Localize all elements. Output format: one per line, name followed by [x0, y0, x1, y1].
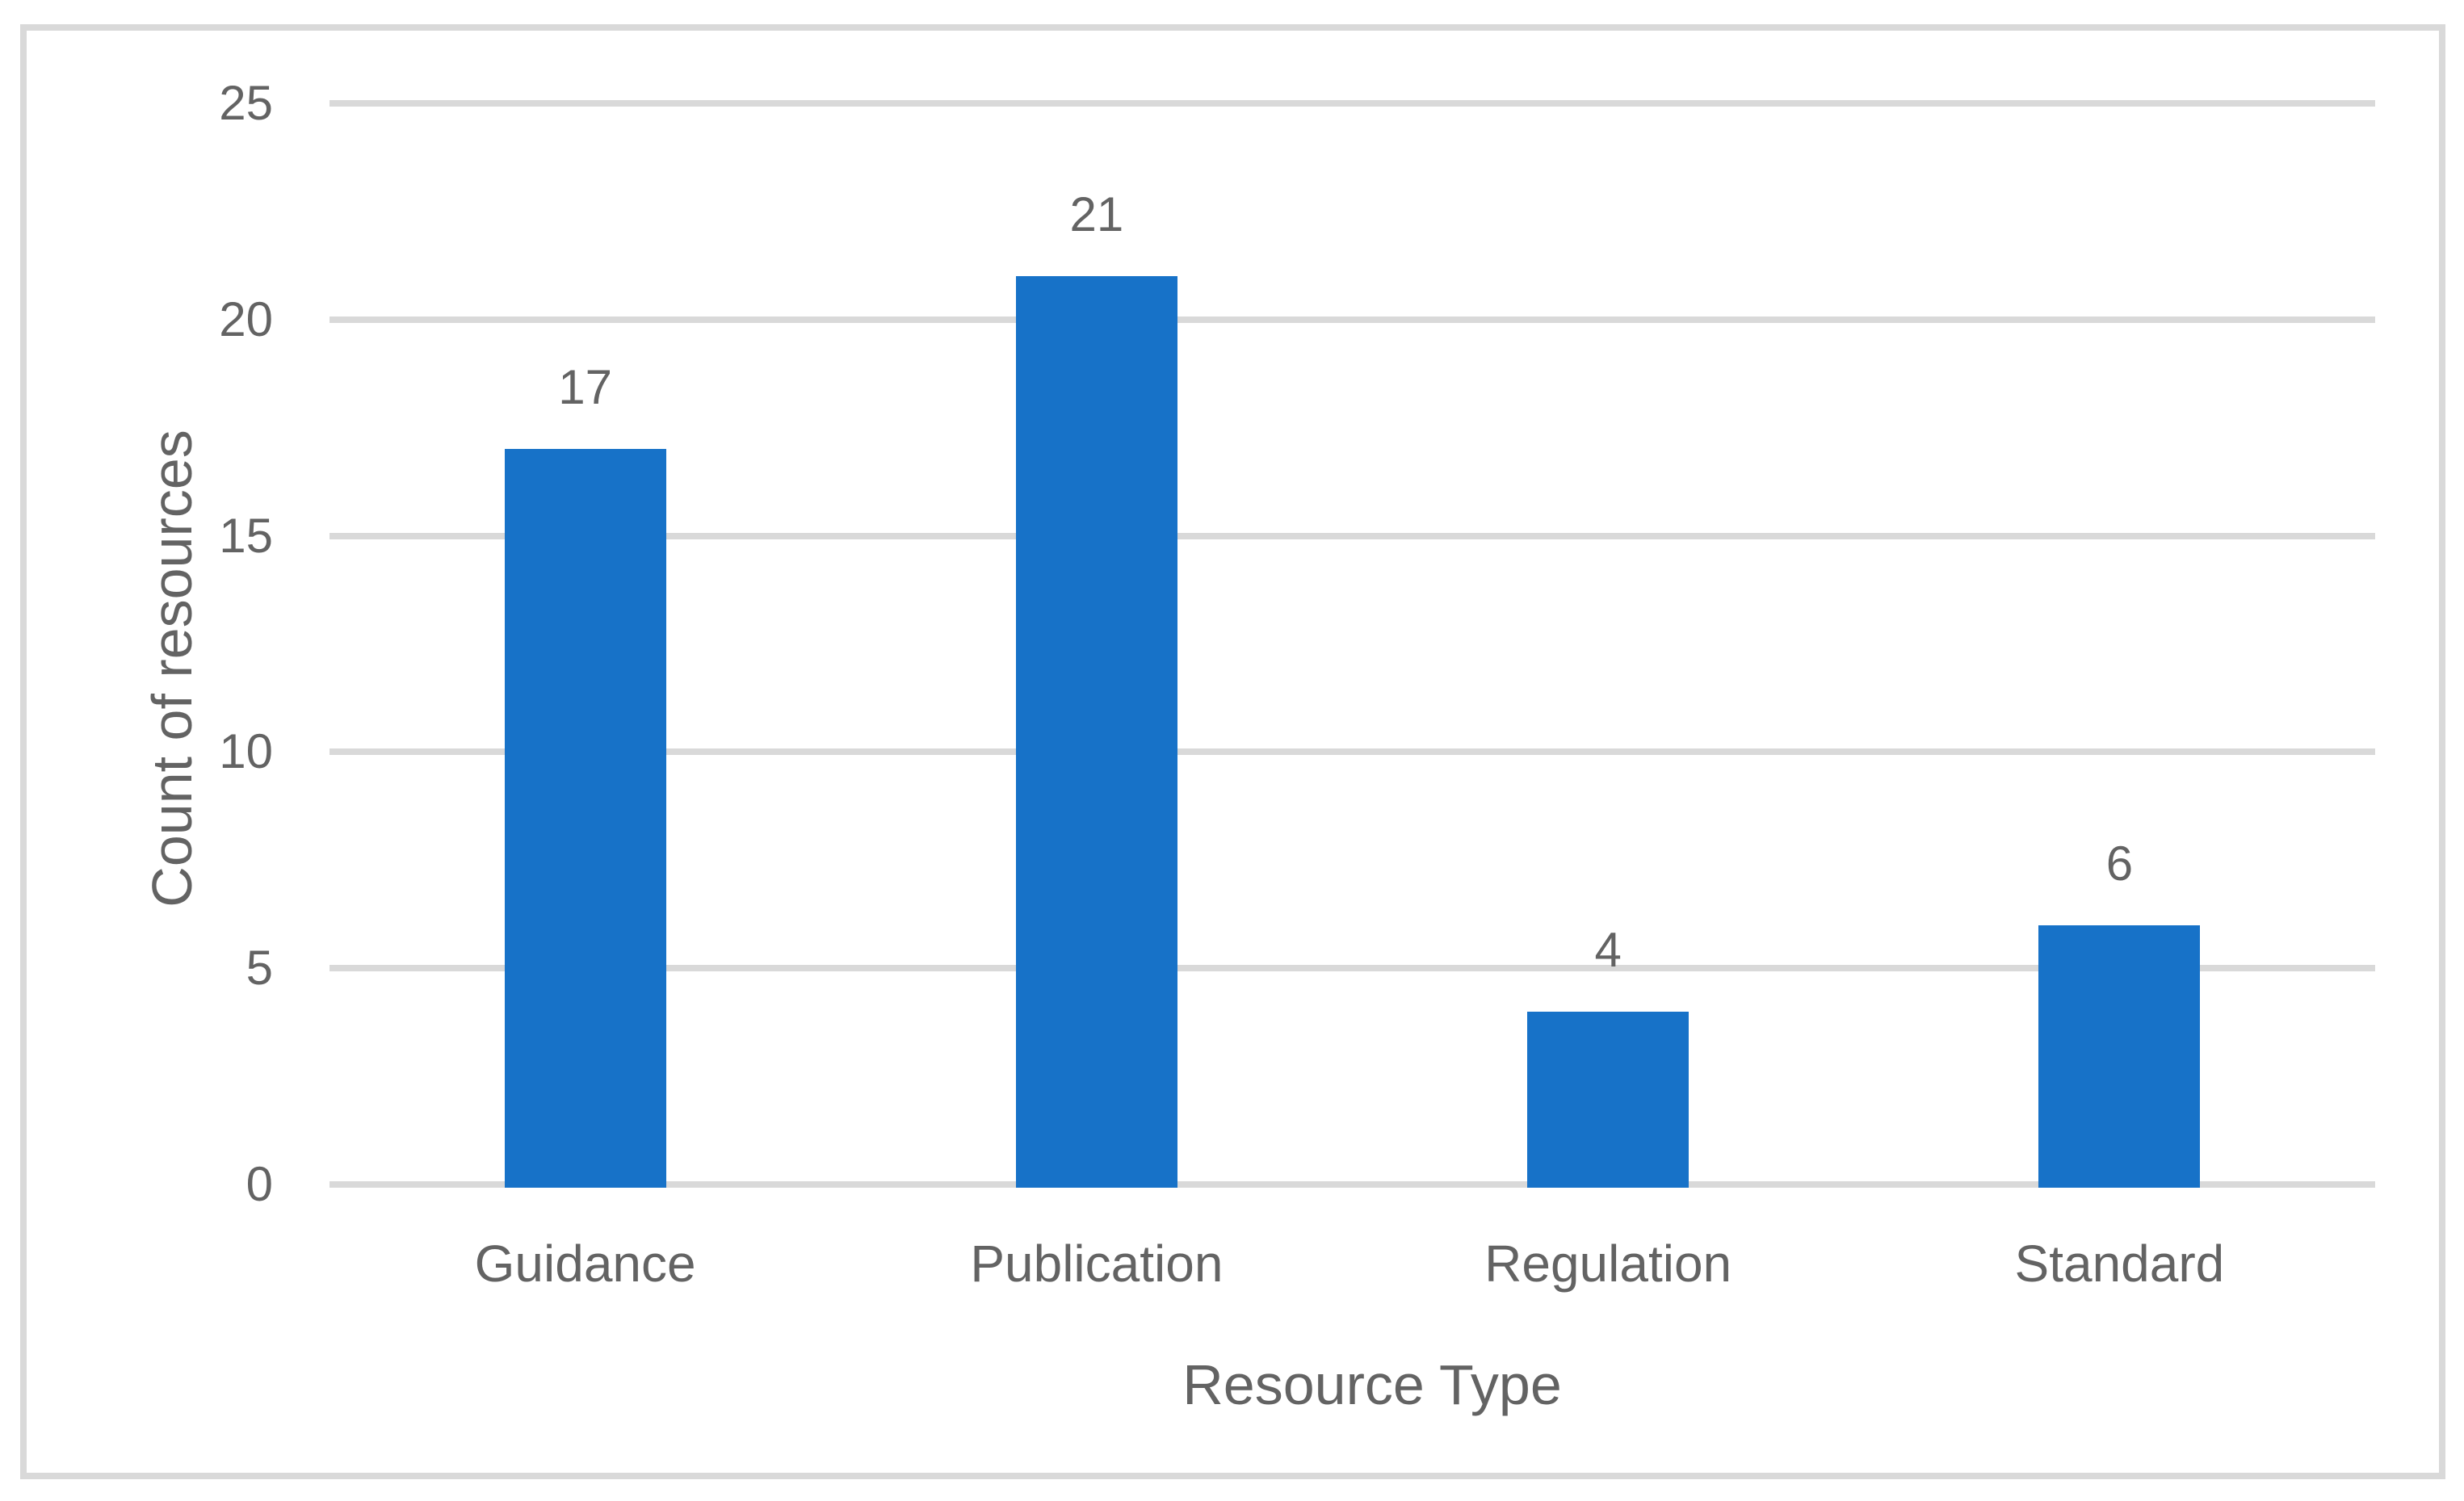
- gridline: [330, 100, 2375, 107]
- x-axis-category-label: Standard: [2014, 1235, 2225, 1293]
- bar-guidance: [504, 449, 666, 1188]
- y-axis-tick-label: 0: [246, 1157, 273, 1211]
- bar-value-label: 17: [558, 360, 612, 415]
- y-axis-tick-label: 10: [219, 724, 273, 779]
- chart-border: 0 5 10 15 20 25 17 Guidance 21 Publication 4 Regula…: [20, 24, 2445, 1479]
- x-axis-title: Resource Type: [1182, 1353, 1562, 1416]
- x-axis-category-label: Publication: [970, 1235, 1224, 1293]
- y-axis-title: Count of resources: [141, 430, 204, 908]
- plot-area: 0 5 10 15 20 25 17 Guidance 21 Publication 4 Regula…: [27, 31, 2439, 1473]
- x-axis-category-label: Regulation: [1484, 1235, 1732, 1293]
- x-axis-category-label: Guidance: [474, 1235, 696, 1293]
- y-axis-tick-label: 15: [219, 508, 273, 563]
- bar-publication: [1015, 276, 1177, 1188]
- bar-standard: [2038, 924, 2201, 1188]
- bar-regulation: [1527, 1011, 1690, 1188]
- gridline: [330, 1181, 2375, 1188]
- gridline: [330, 965, 2375, 972]
- gridline: [330, 748, 2375, 756]
- gridline: [330, 532, 2375, 539]
- bar-value-label: 21: [1069, 187, 1124, 242]
- y-axis-tick-label: 25: [219, 76, 273, 130]
- gridline: [330, 316, 2375, 323]
- bar-value-label: 6: [2105, 836, 2134, 891]
- y-axis-tick-label: 20: [219, 291, 273, 346]
- y-axis-tick-label: 5: [246, 941, 273, 996]
- bar-value-label: 4: [1594, 922, 1622, 977]
